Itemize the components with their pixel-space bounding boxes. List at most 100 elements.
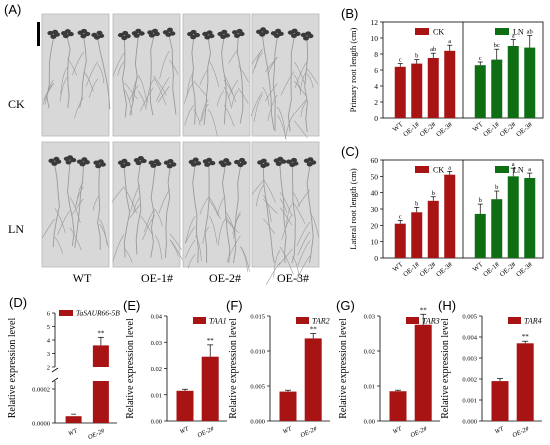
lateral-root xyxy=(130,184,141,212)
legend-label: LN xyxy=(513,28,524,37)
lateral-root xyxy=(200,99,209,123)
leaf xyxy=(80,33,87,39)
lateral-root xyxy=(232,214,241,235)
leaf xyxy=(95,163,102,169)
x-tick-label: OE-2# xyxy=(418,120,438,138)
lateral-root xyxy=(224,211,234,228)
bar xyxy=(474,213,486,258)
significance-letter: b xyxy=(495,184,498,191)
x-tick-label: OE-3# xyxy=(435,260,455,278)
y-axis-label: Lateral root length (cm) xyxy=(348,168,358,250)
lateral-root xyxy=(124,82,138,99)
y-tick-label: 10 xyxy=(371,34,379,43)
primary-root xyxy=(52,165,60,248)
leaf xyxy=(52,29,59,35)
significance-letter: b xyxy=(415,53,418,60)
charts: (B) Primary root length (cm) 0 2 4 6 8 10 12 CK c W… xyxy=(7,6,544,441)
lateral-root xyxy=(255,48,263,68)
x-tick-label: WT xyxy=(494,425,505,435)
y-tick-label: 0.005 xyxy=(250,384,265,391)
legend-swatch xyxy=(495,28,509,35)
leaf xyxy=(67,155,74,160)
y-tick-label: 3 xyxy=(47,351,50,358)
y-tick-label: 0.005 xyxy=(462,314,477,321)
leaf xyxy=(76,159,83,164)
leaf xyxy=(221,29,228,35)
bar xyxy=(394,223,406,258)
primary-root xyxy=(262,167,275,264)
lateral-root xyxy=(297,240,311,266)
leaf xyxy=(270,31,277,36)
leaf xyxy=(234,33,240,38)
lateral-root xyxy=(112,234,125,262)
bar xyxy=(427,58,439,118)
lateral-root xyxy=(250,91,263,117)
y-axis-label: Relative expression level xyxy=(338,318,349,419)
lateral-root xyxy=(194,235,202,262)
primary-root xyxy=(291,166,296,264)
bar xyxy=(201,356,219,421)
significance-letter: a xyxy=(528,166,531,173)
x-tick-label: OE-1# xyxy=(482,120,502,138)
leaf xyxy=(48,158,55,163)
y-tick-label: 60 xyxy=(371,156,379,165)
x-tick-label: OE-2# xyxy=(409,425,428,439)
bar xyxy=(491,199,503,258)
lateral-root xyxy=(216,90,225,107)
legend-label: LN xyxy=(513,166,524,175)
significance-letter: a xyxy=(448,38,451,45)
primary-root xyxy=(164,167,171,258)
lateral-root xyxy=(286,203,293,228)
legend-swatch xyxy=(193,317,206,324)
bar xyxy=(414,324,432,421)
primary-root xyxy=(272,37,278,132)
leaf xyxy=(190,29,197,35)
bar xyxy=(474,65,486,118)
lateral-root xyxy=(159,51,170,80)
lateral-root xyxy=(292,201,306,224)
lateral-root xyxy=(255,185,264,207)
col-label-oe2: OE-2# xyxy=(209,271,241,285)
lateral-root xyxy=(185,239,196,259)
chart-F: (F) Relative expression level 0.000 0.005 0.… xyxy=(226,298,330,439)
lateral-root xyxy=(132,196,141,214)
bar xyxy=(524,177,536,258)
primary-root xyxy=(221,38,227,125)
leaf xyxy=(204,35,211,40)
lateral-root xyxy=(128,85,139,102)
significance-letter: a xyxy=(512,161,515,168)
bar xyxy=(516,343,534,421)
lateral-root xyxy=(208,197,221,219)
significance-letter: c xyxy=(399,57,402,64)
lateral-root xyxy=(240,246,248,272)
y-tick-label: 10 xyxy=(371,238,379,247)
y-tick-label: 0.03 xyxy=(151,340,162,347)
leaf xyxy=(81,157,88,162)
col-label-oe1: OE-1# xyxy=(141,271,173,285)
lateral-root xyxy=(263,218,275,234)
legend-label: TAR2 xyxy=(312,317,330,326)
primary-root xyxy=(97,39,111,110)
legend-swatch xyxy=(415,28,429,35)
lateral-root xyxy=(199,196,210,215)
y-tick-label: 0.00 xyxy=(364,419,375,426)
y-tick-label: 0.01 xyxy=(364,384,375,391)
lateral-root xyxy=(306,73,314,89)
bar xyxy=(507,176,519,258)
lateral-root xyxy=(300,100,308,117)
primary-root xyxy=(192,166,199,264)
y-tick-label: 2 xyxy=(47,365,50,372)
y-tick-label: 0.015 xyxy=(250,314,265,321)
y-tick-label: 0.0002 xyxy=(32,387,50,394)
primary-root xyxy=(233,166,241,264)
lateral-root xyxy=(184,105,194,126)
lateral-root xyxy=(59,76,68,102)
leaf xyxy=(234,159,240,165)
panel-label: (G) xyxy=(336,298,355,313)
y-tick-label: 0.004 xyxy=(462,335,477,342)
leaf xyxy=(167,27,173,32)
leaf xyxy=(286,159,292,164)
primary-root xyxy=(74,165,84,248)
leaf xyxy=(188,159,195,165)
